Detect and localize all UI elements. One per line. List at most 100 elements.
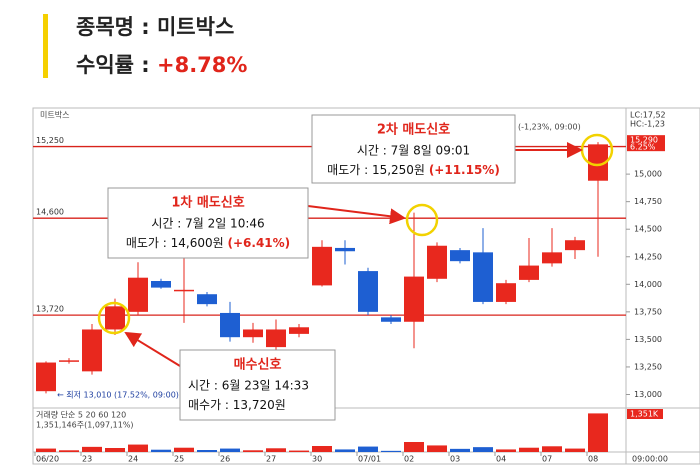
volume-bar: [542, 446, 562, 452]
return-value: +8.78%: [157, 53, 247, 77]
volume-bar: [588, 413, 608, 452]
y-tick-label: 14,750: [634, 197, 662, 206]
candle-body: [473, 252, 493, 302]
volume-bar: [335, 449, 355, 452]
volume-bar: [128, 444, 148, 452]
price-text: 매도가 : 14,600원: [126, 236, 224, 250]
candle-body: [220, 312, 240, 338]
stock-name: 종목명 : 미트박스: [76, 15, 234, 39]
annotation-time: 시간 : 7월 2일 10:46: [151, 217, 264, 231]
volume-bar: [105, 448, 125, 452]
x-tick-label: 30: [312, 455, 322, 464]
candle-body: [128, 277, 148, 312]
price-change: (+11.15%): [429, 163, 500, 177]
volume-bar: [82, 446, 102, 452]
return-label: 수익률 :: [76, 53, 150, 77]
candle-body: [312, 246, 332, 286]
y-tick-label: 14,500: [634, 225, 662, 234]
candle-body: [335, 247, 355, 252]
annotation-title: 2차 매도신호: [377, 122, 450, 138]
candle-body: [174, 289, 194, 292]
price-text: 매도가 : 15,250원: [327, 163, 425, 177]
x-tick-label: 07: [542, 455, 552, 464]
annotation-time: 시간 : 6월 23일 14:33: [188, 379, 309, 393]
volume-bar: [473, 447, 493, 452]
annotation-arrow: [307, 205, 406, 225]
annotation-box: [107, 187, 309, 259]
candle-body: [358, 271, 378, 312]
candle-body: [197, 294, 217, 305]
y-tick-label: 13,000: [634, 390, 662, 399]
volume-bar: [404, 442, 424, 452]
price-change: (+6.41%): [228, 236, 291, 250]
y-tick-label: 13,750: [634, 307, 662, 316]
x-tick-label: 24: [128, 455, 138, 464]
candle-body: [289, 327, 309, 334]
volume-bar: [289, 450, 309, 452]
x-tick-label: 08: [588, 455, 598, 464]
volume-bar: [496, 449, 516, 452]
volume-bar: [427, 445, 447, 452]
volume-tag: 1,351K: [630, 410, 659, 419]
candle-body: [266, 329, 286, 348]
x-tick-label: 07/01: [358, 455, 381, 464]
candle-body: [151, 280, 171, 288]
candle-body: [496, 283, 516, 302]
volume-note: 1,351,146주(1,097,11%): [36, 421, 134, 430]
candle-body: [82, 329, 102, 372]
x-tick-label: 03: [450, 455, 460, 464]
return: 수익률 : +8.78%: [76, 53, 247, 77]
annotation-price: 매수가 : 13,720원: [188, 398, 286, 412]
annotation-price: 매도가 : 14,600원 (+6.41%): [126, 236, 290, 250]
x-tick-label: 04: [496, 455, 506, 464]
time-label: 09:00:00: [632, 455, 668, 464]
volume-bar: [358, 446, 378, 452]
corner-note: HC:-1,23: [630, 120, 665, 129]
volume-bar: [151, 449, 171, 452]
candle-body: [36, 362, 56, 392]
volume-bar: [266, 448, 286, 452]
reference-label: 13,720: [36, 305, 64, 314]
high-note: (-1,23%, 09:00): [518, 123, 581, 132]
candle-body: [381, 317, 401, 322]
volume-bar: [220, 448, 240, 452]
y-tick-label: 14,250: [634, 252, 662, 261]
candle-body: [542, 252, 562, 264]
x-tick-label: 06/20: [36, 455, 59, 464]
candle-body: [565, 240, 585, 251]
volume-bar: [312, 446, 332, 452]
candle-body: [243, 329, 263, 338]
volume-bar: [450, 448, 470, 452]
volume-bar: [243, 450, 263, 452]
last-change: 6.25%: [630, 143, 656, 152]
corner-note: LC:17,52: [630, 111, 666, 120]
candle-body: [105, 306, 125, 330]
x-tick-label: 27: [266, 455, 276, 464]
annotation-box: [179, 349, 336, 421]
annotation-title: 1차 매도신호: [171, 195, 244, 211]
annotation-box: [311, 114, 516, 184]
volume-bar: [59, 450, 79, 452]
candle-body: [427, 245, 447, 279]
y-tick-label: 13,250: [634, 362, 662, 371]
x-tick-label: 26: [220, 455, 230, 464]
candle-body: [404, 276, 424, 322]
reference-label: 15,250: [36, 136, 64, 145]
y-tick-label: 15,000: [634, 170, 662, 179]
reference-label: 14,600: [36, 208, 64, 217]
y-tick-label: 13,500: [634, 335, 662, 344]
x-tick-label: 23: [82, 455, 92, 464]
annotation-price: 매도가 : 15,250원 (+11.15%): [327, 163, 500, 177]
volume-bar: [565, 448, 585, 452]
price-text: 매수가 : 13,720원: [188, 398, 286, 412]
last-price-label: 15,290: [630, 136, 658, 145]
candle-body: [59, 360, 79, 362]
volume-bar: [519, 447, 539, 452]
volume-legend: 거래량 단순 5 20 60 120: [36, 410, 126, 420]
y-tick-label: 14,000: [634, 280, 662, 289]
annotation-title: 매수신호: [234, 358, 282, 373]
x-tick-label: 25: [174, 455, 184, 464]
candle-body: [588, 144, 608, 181]
last-price-tag: [627, 135, 665, 152]
